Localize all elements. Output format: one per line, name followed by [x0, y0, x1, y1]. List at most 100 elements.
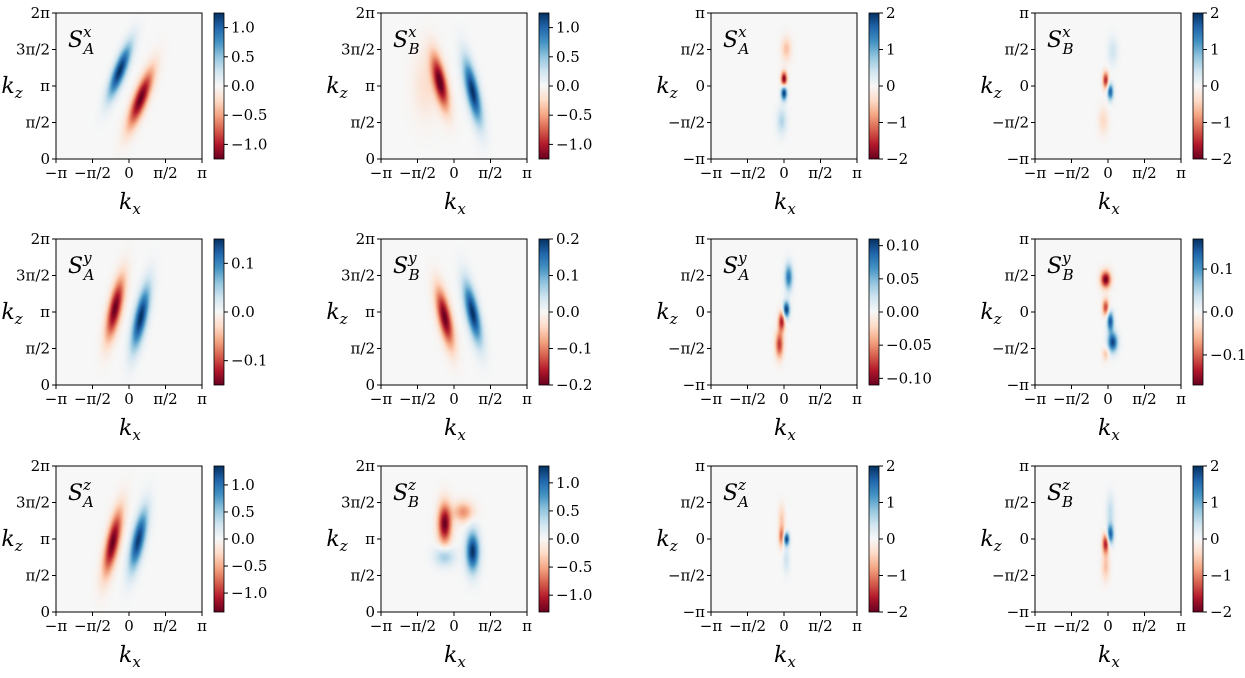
panel-label: Sx B — [1047, 23, 1074, 58]
colorbar — [1192, 238, 1204, 386]
x-tick-label: π — [522, 164, 532, 182]
colorbar-tick-label: 0.05 — [886, 270, 919, 288]
colorbar-tick-label: 0.0 — [231, 77, 255, 95]
x-tick-label: π/2 — [1132, 617, 1156, 635]
y-tick-label: π — [695, 457, 705, 475]
x-tick-label: 0 — [1103, 164, 1113, 182]
panel-label: Sz A — [723, 476, 749, 511]
y-axis-title: kz — [1, 300, 22, 328]
x-tick-label: π — [522, 617, 532, 635]
y-axis-title: kz — [1, 527, 22, 555]
y-tick-label: π — [365, 77, 375, 95]
colorbar-tick-label: 0.5 — [556, 48, 580, 66]
colorbar-tick-label: 0.1 — [556, 267, 580, 285]
x-tick-label: 0 — [124, 164, 134, 182]
y-tick-label: π/2 — [351, 567, 375, 585]
x-tick-label: 0 — [779, 390, 789, 408]
x-tick-label: −π/2 — [729, 164, 766, 182]
y-axis-title: kz — [326, 527, 347, 555]
x-tick-label: π/2 — [478, 164, 502, 182]
colorbar-tick-label: −1.0 — [231, 135, 267, 153]
x-tick-label: π/2 — [153, 164, 177, 182]
x-axis-title: kx — [1098, 416, 1120, 444]
x-tick-label: π — [197, 390, 207, 408]
x-axis-title: kx — [774, 416, 796, 444]
x-tick-label: −π — [1024, 617, 1047, 635]
y-tick-label: 3π/2 — [341, 41, 375, 59]
colorbar-tick-label: −1 — [886, 114, 908, 132]
y-axis-title: kz — [656, 527, 677, 555]
colorbar-tick-label: −0.5 — [231, 106, 267, 124]
y-tick-label: −π — [1007, 376, 1030, 394]
y-axis-title: kz — [656, 300, 677, 328]
colorbar-tick-label: −0.05 — [886, 336, 932, 354]
y-tick-label: 0 — [365, 603, 375, 621]
x-tick-label: 0 — [449, 617, 459, 635]
y-tick-label: π/2 — [681, 494, 705, 512]
y-axis-title: kz — [656, 74, 677, 102]
heatmap-panel: Sx B −π −π/2 0 π/2 π −π −π/2 0 π/2 π kx kz −2 −1 0 1 2 — [980, 4, 1232, 218]
y-tick-label: 2π — [356, 4, 376, 22]
x-tick-label: π — [1176, 164, 1186, 182]
colorbar-tick-label: 0.0 — [556, 77, 580, 95]
colorbar-tick-label: −1 — [886, 567, 908, 585]
colorbar-tick-label: 0.10 — [886, 237, 919, 255]
x-tick-label: π — [852, 617, 862, 635]
heatmap-panel: Sx B −π −π/2 0 π/2 π 0 π/2 π 3π/2 2π kx kz −1.0 −0.5 0.0… — [326, 4, 592, 218]
colorbar-tick-label: 0.0 — [231, 303, 255, 321]
y-tick-label: 0 — [365, 150, 375, 168]
colorbar — [1192, 12, 1204, 160]
y-axis-title: kz — [980, 527, 1001, 555]
y-tick-label: 2π — [31, 230, 51, 248]
y-axis-title: kz — [980, 300, 1001, 328]
x-axis-title: kx — [774, 643, 796, 671]
y-tick-label: π — [1019, 230, 1029, 248]
y-tick-label: π/2 — [351, 340, 375, 358]
x-tick-label: 0 — [449, 390, 459, 408]
heatmap-image — [56, 13, 202, 159]
colorbar-tick-label: 1 — [886, 41, 896, 59]
y-tick-label: π/2 — [26, 340, 50, 358]
x-tick-label: π/2 — [478, 390, 502, 408]
colorbar-tick-label: −0.5 — [231, 557, 267, 575]
x-axis-title: kx — [444, 190, 466, 218]
y-tick-label: π — [695, 4, 705, 22]
colorbar-tick-label: 1.0 — [556, 474, 580, 492]
x-tick-label: −π — [1024, 390, 1047, 408]
colorbar-tick-label: −0.5 — [556, 558, 592, 576]
colorbar-tick-label: −0.1 — [556, 340, 592, 358]
colorbar-tick-label: −1.0 — [231, 584, 267, 602]
panel-label: Sx A — [723, 23, 750, 58]
colorbar — [538, 238, 550, 386]
panel-label: Sy B — [393, 249, 420, 284]
y-tick-label: −π — [1007, 150, 1030, 168]
colorbar-tick-label: 0 — [886, 530, 896, 548]
colorbar-tick-label: 0.5 — [556, 502, 580, 520]
colorbar-tick-label: 0 — [1210, 77, 1220, 95]
heatmap-image — [56, 239, 202, 385]
x-tick-label: π/2 — [478, 617, 502, 635]
y-tick-label: π/2 — [1005, 41, 1029, 59]
heatmap-panel: Sy B −π −π/2 0 π/2 π 0 π/2 π 3π/2 2π kx kz −0.2 −0.1 0.0… — [326, 230, 592, 444]
colorbar — [868, 238, 880, 386]
y-tick-label: −π/2 — [992, 340, 1029, 358]
x-tick-label: −π/2 — [1053, 617, 1090, 635]
colorbar-tick-label: 0.5 — [231, 503, 255, 521]
colorbar-tick-label: 1.0 — [231, 476, 255, 494]
y-tick-label: π/2 — [26, 567, 50, 585]
colorbar — [538, 12, 550, 160]
x-tick-label: −π — [700, 617, 723, 635]
y-tick-label: −π — [1007, 603, 1030, 621]
colorbar-tick-label: −0.10 — [886, 369, 932, 387]
heatmap-image — [56, 466, 202, 612]
heatmap-image — [711, 466, 857, 612]
colorbar-tick-label: −1 — [1210, 567, 1232, 585]
y-tick-label: 2π — [356, 457, 376, 475]
y-axis-title: kz — [326, 300, 347, 328]
x-tick-label: 0 — [779, 164, 789, 182]
y-tick-label: 0 — [1019, 303, 1029, 321]
heatmap-image — [381, 239, 527, 385]
y-tick-label: −π/2 — [992, 567, 1029, 585]
y-tick-label: 0 — [40, 603, 50, 621]
